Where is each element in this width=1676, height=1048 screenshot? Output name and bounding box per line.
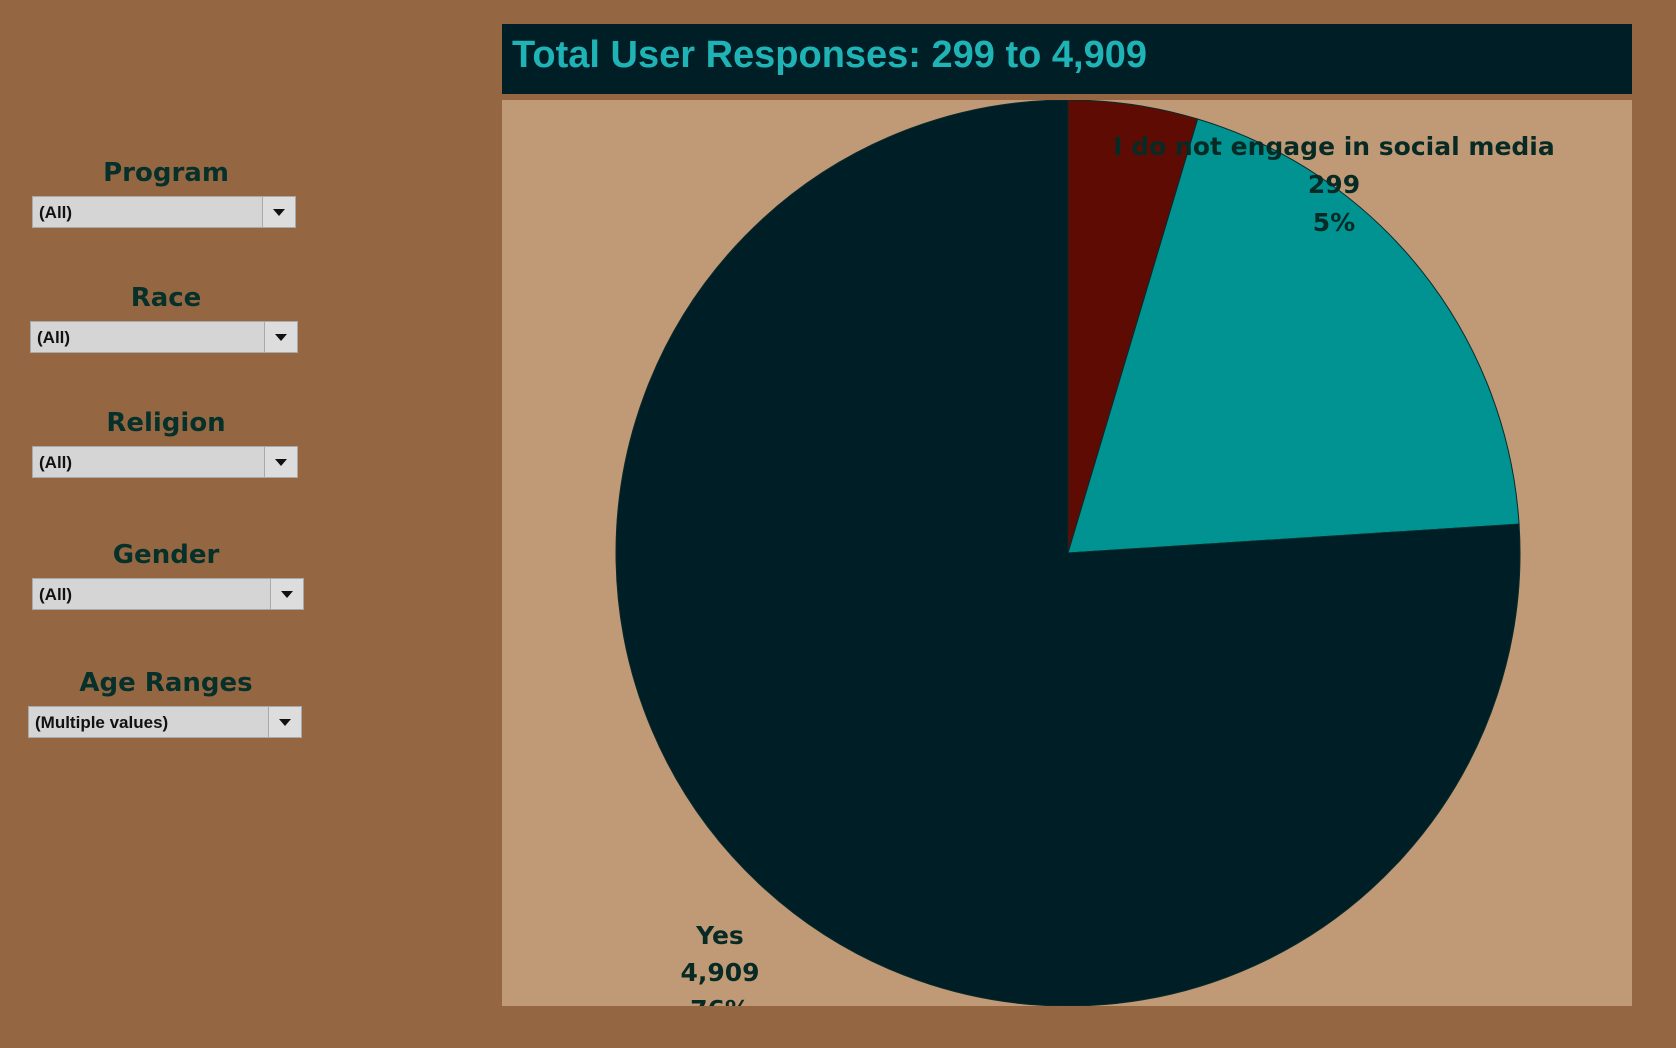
religion-filter: Religion (All) [28,408,304,478]
race-dropdown-value: (All) [37,328,71,347]
slice-percent-yes: 76% [690,995,750,1006]
race-dropdown[interactable]: (All) [30,321,298,353]
religion-dropdown-value: (All) [39,453,73,472]
race-filter: Race (All) [28,283,304,353]
gender-filter-title: Gender [112,540,220,570]
slice-label-no-social-media: I do not engage in social media [1113,132,1554,161]
gender-dropdown[interactable]: (All) [32,578,304,610]
plot-area: I do not engage in social media 299 5% Y… [502,100,1632,1006]
age-ranges-dropdown-value: (Multiple values) [35,713,169,732]
program-dropdown-value: (All) [39,203,73,222]
chart-panel: Total User Responses: 299 to 4,909 I do … [502,24,1632,1006]
age-ranges-filter: Age Ranges (Multiple values) [28,668,304,738]
pie-chart: I do not engage in social media 299 5% Y… [615,100,1555,1006]
chevron-down-icon [275,333,287,341]
slice-percent-no-social-media: 5% [1313,208,1355,237]
chart-title: Total User Responses: 299 to 4,909 [512,34,1147,76]
religion-dropdown-button[interactable] [264,447,297,477]
gender-dropdown-value: (All) [39,585,73,604]
religion-dropdown[interactable]: (All) [32,446,298,478]
program-dropdown-button[interactable] [262,197,295,227]
gender-dropdown-button[interactable] [270,579,303,609]
gender-filter: Gender (All) [28,540,304,610]
chevron-down-icon [273,208,285,216]
slice-value-no-social-media: 299 [1308,170,1360,199]
chevron-down-icon [281,590,293,598]
chevron-down-icon [279,718,291,726]
race-filter-title: Race [130,283,202,313]
chart-title-bar: Total User Responses: 299 to 4,909 [502,24,1632,94]
pie-slice-teal[interactable] [1067,118,1520,554]
age-ranges-dropdown-button[interactable] [268,707,301,737]
age-ranges-dropdown[interactable]: (Multiple values) [28,706,302,738]
chevron-down-icon [275,458,287,466]
program-dropdown[interactable]: (All) [32,196,296,228]
filter-panel: Program (All) Race (All) Religion (All) … [0,0,340,1048]
religion-filter-title: Religion [106,408,226,438]
program-filter: Program (All) [28,158,304,228]
slice-label-yes: Yes [695,921,744,950]
age-ranges-filter-title: Age Ranges [79,668,253,698]
race-dropdown-button[interactable] [264,322,297,352]
slice-value-yes: 4,909 [680,958,759,987]
program-filter-title: Program [103,158,229,188]
pie-slice-yes[interactable] [615,100,1521,1006]
